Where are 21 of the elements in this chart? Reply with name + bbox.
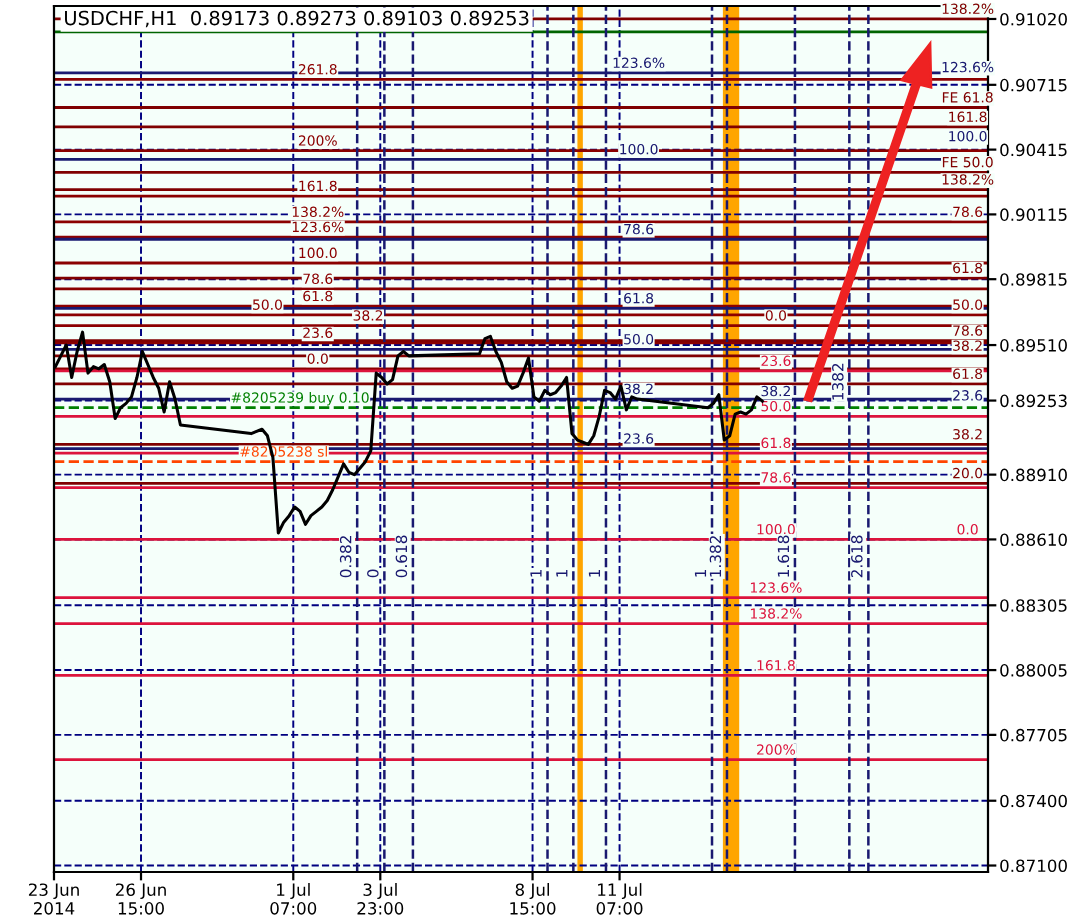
chart-title: USDCHF,H1 0.89173 0.89273 0.89103 0.89253 — [65, 10, 529, 28]
y-tick-label: 0.87400 — [1000, 794, 1067, 808]
y-tick-label: 0.88305 — [1000, 599, 1067, 612]
y-tick-label: 0.90415 — [1000, 143, 1067, 157]
y-tick-label: 0.87100 — [1000, 859, 1067, 873]
x-tick-label: 23 Jun 2014 — [28, 883, 79, 915]
y-tick-label: 0.88610 — [1000, 533, 1067, 546]
x-tick-label: 1 Jul 07:00 — [270, 883, 317, 915]
y-tick-label: 0.88910 — [1000, 468, 1067, 482]
x-tick-label: 11 Jul 07:00 — [596, 883, 643, 915]
y-tick-label: 0.88005 — [1000, 664, 1067, 677]
y-tick-label: 0.91020 — [1000, 12, 1067, 26]
x-tick-label: 8 Jul 15:00 — [510, 883, 556, 915]
x-tick-label: 26 Jun 15:00 — [115, 883, 166, 915]
y-tick-label: 0.90115 — [1000, 208, 1067, 221]
y-tick-label: 0.89510 — [1000, 339, 1067, 352]
y-tick-label: 0.89253 — [1000, 394, 1067, 408]
x-tick-label: 3 Jul 23:00 — [357, 883, 404, 915]
y-tick-label: 0.90715 — [1000, 78, 1067, 92]
y-tick-label: 0.89815 — [1000, 273, 1067, 286]
y-tick-label: 0.87705 — [1000, 728, 1067, 742]
